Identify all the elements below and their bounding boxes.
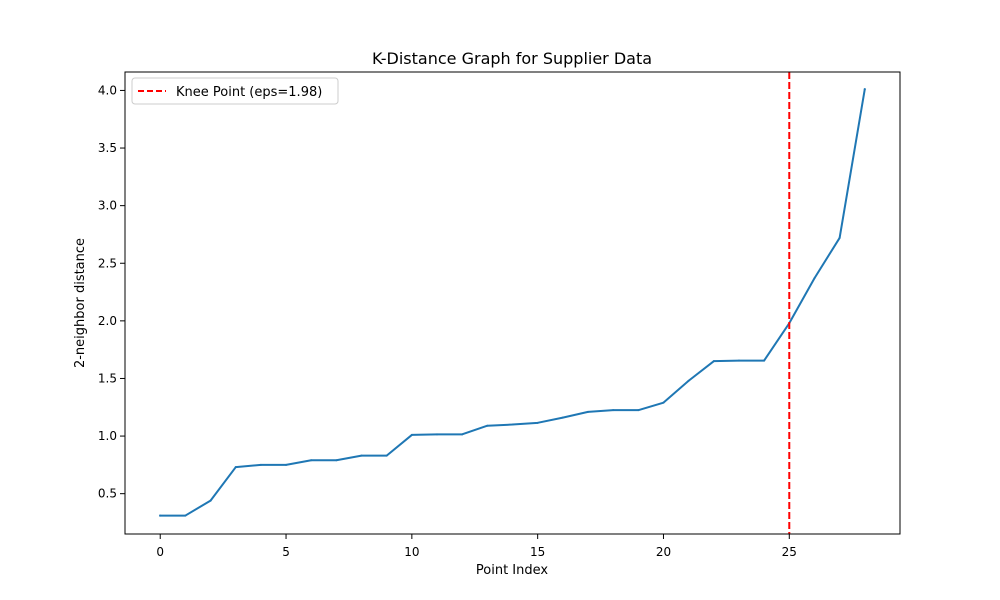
y-tick-label: 1.5 bbox=[98, 371, 117, 385]
y-tick-label: 3.0 bbox=[98, 199, 117, 213]
data-point bbox=[486, 424, 489, 427]
y-tick-label: 3.5 bbox=[98, 141, 117, 155]
data-point bbox=[310, 459, 313, 462]
chart-title: K-Distance Graph for Supplier Data bbox=[372, 49, 652, 68]
data-point bbox=[863, 88, 866, 91]
y-tick-label: 2.0 bbox=[98, 314, 117, 328]
data-point bbox=[209, 499, 212, 502]
x-tick-label: 10 bbox=[404, 545, 419, 559]
y-tick-label: 4.0 bbox=[98, 83, 117, 97]
legend: Knee Point (eps=1.98) bbox=[131, 77, 339, 105]
y-axis-label: 2-neighbor distance bbox=[73, 238, 88, 368]
data-point bbox=[234, 466, 237, 469]
data-point bbox=[737, 359, 740, 362]
data-point bbox=[687, 379, 690, 382]
data-point bbox=[712, 360, 715, 363]
data-point bbox=[612, 409, 615, 412]
data-point bbox=[813, 277, 816, 280]
x-tick-label: 0 bbox=[156, 545, 164, 559]
data-point bbox=[184, 514, 187, 517]
x-axis-ticks: 0 5 10 15 20 25 bbox=[156, 534, 797, 559]
axes-frame bbox=[124, 71, 901, 535]
data-point bbox=[159, 514, 162, 517]
y-axis-ticks: 0.5 1.0 1.5 2.0 2.5 3.0 3.5 4.0 bbox=[98, 83, 125, 501]
x-tick-label: 15 bbox=[530, 545, 545, 559]
data-point bbox=[586, 410, 589, 413]
data-point bbox=[385, 454, 388, 457]
legend-box bbox=[131, 77, 339, 105]
y-tick-label: 2.5 bbox=[98, 256, 117, 270]
legend-label-knee-point: Knee Point (eps=1.98) bbox=[176, 85, 322, 100]
data-point bbox=[259, 463, 262, 466]
data-point bbox=[436, 433, 439, 436]
x-tick-label: 5 bbox=[282, 545, 290, 559]
data-point bbox=[410, 433, 413, 436]
x-tick-label: 25 bbox=[782, 545, 797, 559]
data-point bbox=[763, 359, 766, 362]
data-point bbox=[285, 463, 288, 466]
x-tick-label: 20 bbox=[656, 545, 671, 559]
data-point bbox=[838, 236, 841, 239]
data-point bbox=[511, 423, 514, 426]
y-tick-label: 1.0 bbox=[98, 429, 117, 443]
data-point bbox=[637, 409, 640, 412]
data-point bbox=[561, 416, 564, 419]
data-point bbox=[461, 433, 464, 436]
y-tick-label: 0.5 bbox=[98, 487, 117, 501]
data-point bbox=[662, 401, 665, 404]
data-point bbox=[360, 454, 363, 457]
plot-area bbox=[159, 72, 866, 534]
data-point bbox=[536, 421, 539, 424]
data-point bbox=[335, 459, 338, 462]
x-axis-label: Point Index bbox=[476, 563, 549, 578]
